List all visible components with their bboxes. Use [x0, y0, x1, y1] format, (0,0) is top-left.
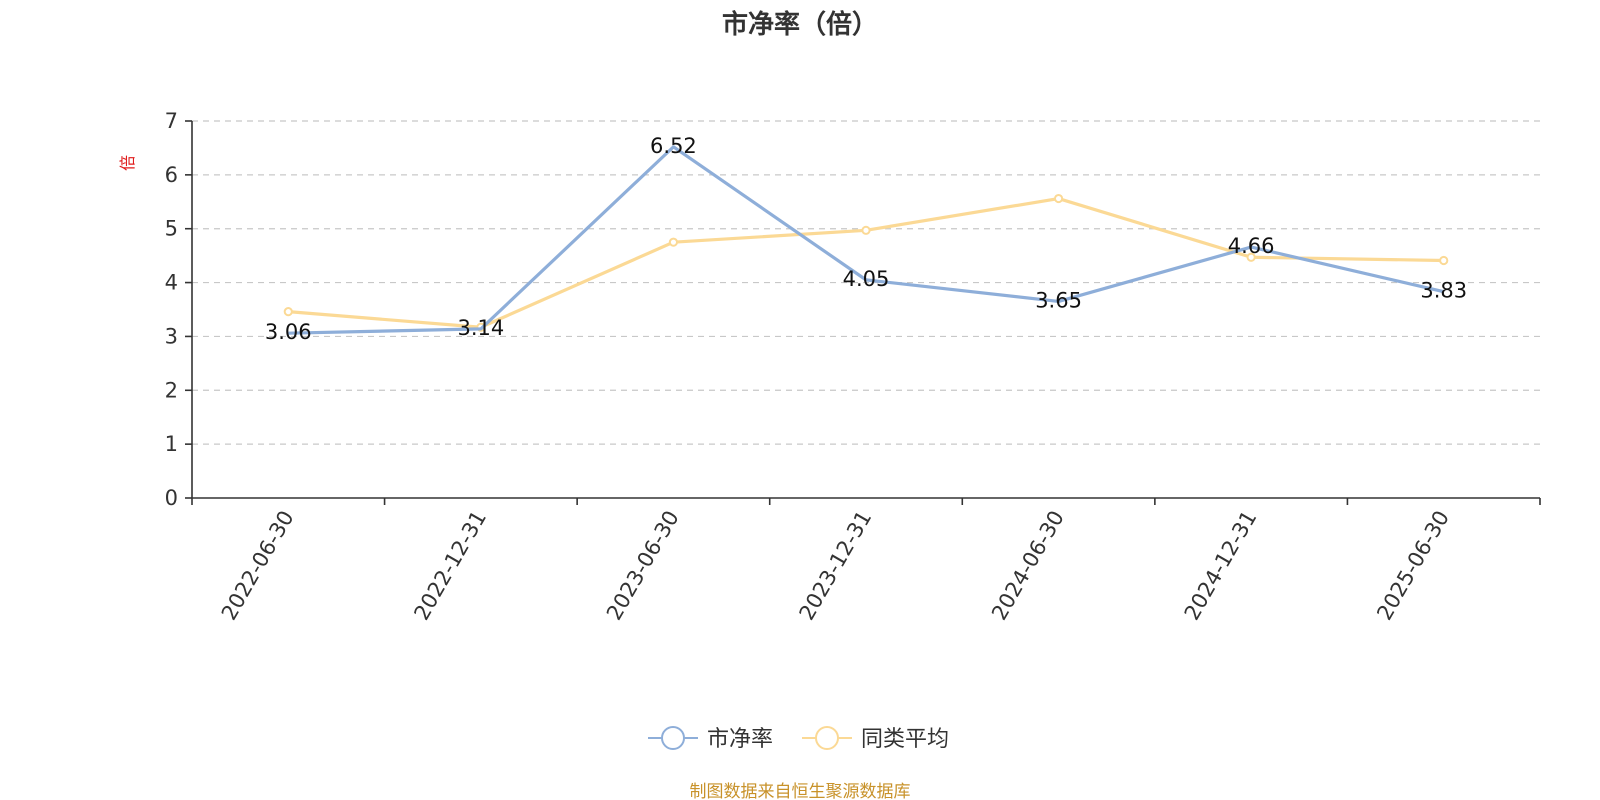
data-label: 3.14: [457, 316, 504, 340]
legend-item-1[interactable]: 同类平均: [802, 726, 949, 752]
y-tick-label: 0: [165, 486, 178, 510]
data-label: 6.52: [650, 134, 697, 158]
x-tick-label: 2024-12-31: [1180, 507, 1262, 625]
x-tick-label: 2022-12-31: [409, 507, 491, 625]
y-tick-label: 4: [165, 271, 178, 295]
axes: 0 1 2 3 4 5 6 7 2022-06-30 2022-12-31 2023-06-30 20…: [165, 109, 1541, 625]
data-point[interactable]: [1053, 193, 1064, 204]
y-tick-label: 5: [165, 217, 178, 241]
data-point[interactable]: [283, 307, 293, 317]
series-line-0: [288, 145, 1445, 335]
legend-label: 同类平均: [861, 727, 949, 752]
y-tick-label: 2: [165, 378, 178, 402]
series-lines: [283, 145, 1449, 335]
x-tick-label: 2023-12-31: [795, 507, 877, 625]
data-labels: 3.06 3.14 6.52 4.05 3.65 4.66 3.83: [265, 134, 1467, 344]
x-tick-label: 2024-06-30: [987, 507, 1069, 625]
data-label: 3.65: [1035, 288, 1082, 312]
legend[interactable]: 市净率 同类平均: [648, 726, 949, 752]
source-note: 制图数据来自恒生聚源数据库: [690, 782, 911, 800]
data-label: 3.83: [1420, 279, 1467, 303]
data-point[interactable]: [668, 237, 679, 247]
y-tick-label: 3: [165, 324, 178, 348]
data-point[interactable]: [1439, 255, 1449, 266]
x-tick-label: 2023-06-30: [602, 507, 684, 625]
data-point[interactable]: [1246, 252, 1256, 262]
legend-marker: [661, 726, 685, 750]
x-tick-label: 2025-06-30: [1372, 507, 1454, 625]
x-tick-label: 2022-06-30: [217, 507, 299, 625]
data-label: 4.66: [1228, 234, 1275, 258]
y-tick-label: 1: [165, 432, 178, 456]
legend-label: 市净率: [707, 727, 773, 752]
chart-title: 市净率（倍）: [722, 9, 878, 40]
legend-item-0[interactable]: 市净率: [648, 726, 773, 752]
y-tick-label: 7: [165, 109, 178, 133]
data-point[interactable]: [861, 225, 871, 235]
series-line-1: [288, 196, 1444, 329]
y-tick-label: 6: [165, 163, 178, 187]
y-axis-label: 倍: [118, 155, 137, 171]
data-label: 4.05: [843, 267, 890, 291]
legend-marker: [815, 726, 839, 750]
data-label: 3.06: [265, 320, 312, 344]
